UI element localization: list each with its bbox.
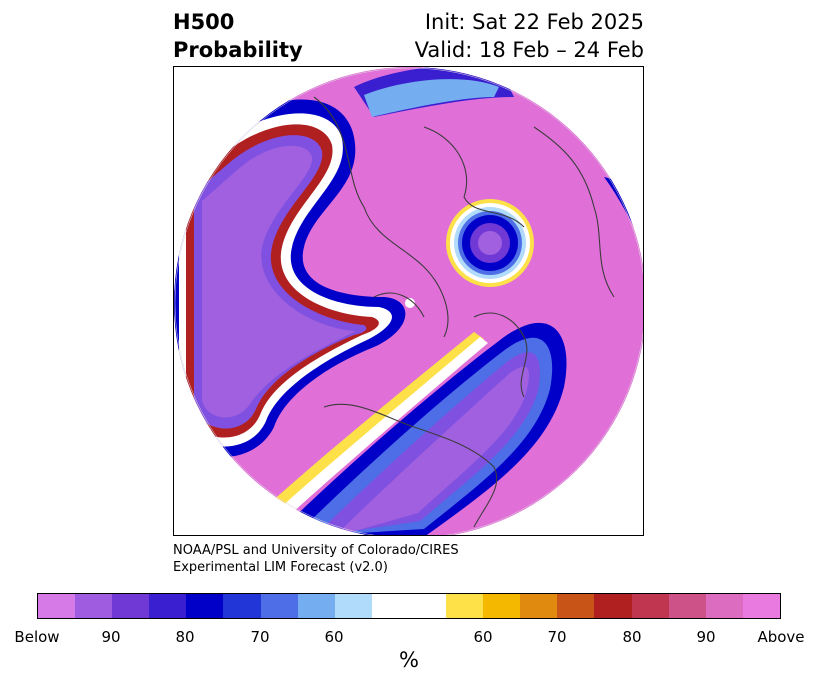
- credit-text: NOAA/PSL and University of Colorado/CIRE…: [173, 542, 459, 576]
- colorbar: [37, 593, 781, 619]
- colorbar-tick-label: 90: [696, 628, 716, 646]
- colorbar-tick-label: 90: [101, 628, 121, 646]
- title-type: Probability: [173, 38, 303, 62]
- colorbar-tick-label: 60: [473, 628, 493, 646]
- colorbar-cell: [408, 594, 447, 618]
- colorbar-cell: [742, 594, 780, 618]
- credit-line1: NOAA/PSL and University of Colorado/CIRE…: [173, 543, 459, 558]
- colorbar-cell: [334, 594, 372, 618]
- colorbar-cell: [668, 594, 706, 618]
- map-title: H500 Probability: [173, 8, 303, 64]
- coastlines: [313, 96, 615, 528]
- colorbar-tick-label: 70: [547, 628, 567, 646]
- colorbar-tick-label: Above: [757, 628, 805, 646]
- colorbar-cell: [483, 594, 521, 618]
- colorbar-tick-label: Below: [14, 628, 60, 646]
- colorbar-cell: [223, 594, 261, 618]
- colorbar-cell: [705, 594, 743, 618]
- colorbar-cell: [186, 594, 224, 618]
- title-variable: H500: [173, 10, 235, 34]
- colorbar-tick-label: 70: [250, 628, 270, 646]
- map-dates: Init: Sat 22 Feb 2025 Valid: 18 Feb – 24…: [415, 8, 644, 64]
- probability-map-graphic: [174, 67, 643, 535]
- colorbar-cell: [112, 594, 150, 618]
- colorbar-cell: [38, 594, 76, 618]
- colorbar-cell: [149, 594, 187, 618]
- colorbar-tick-label: 80: [622, 628, 642, 646]
- credit-line2: Experimental LIM Forecast (v2.0): [173, 560, 388, 575]
- colorbar-cell: [297, 594, 335, 618]
- colorbar-tick-label: 60: [324, 628, 344, 646]
- colorbar-cell: [371, 594, 409, 618]
- colorbar-cell: [631, 594, 669, 618]
- colorbar-cell: [520, 594, 558, 618]
- valid-range: Valid: 18 Feb – 24 Feb: [414, 38, 644, 62]
- colorbar-tick-label: 80: [175, 628, 195, 646]
- init-date: Init: Sat 22 Feb 2025: [424, 10, 644, 34]
- colorbar-cell: [260, 594, 298, 618]
- colorbar-cell: [594, 594, 632, 618]
- colorbar-unit: %: [399, 648, 419, 672]
- colorbar-cell: [446, 594, 484, 618]
- colorbar-cell: [557, 594, 595, 618]
- colorbar-cell: [75, 594, 113, 618]
- polar-map: [173, 66, 644, 536]
